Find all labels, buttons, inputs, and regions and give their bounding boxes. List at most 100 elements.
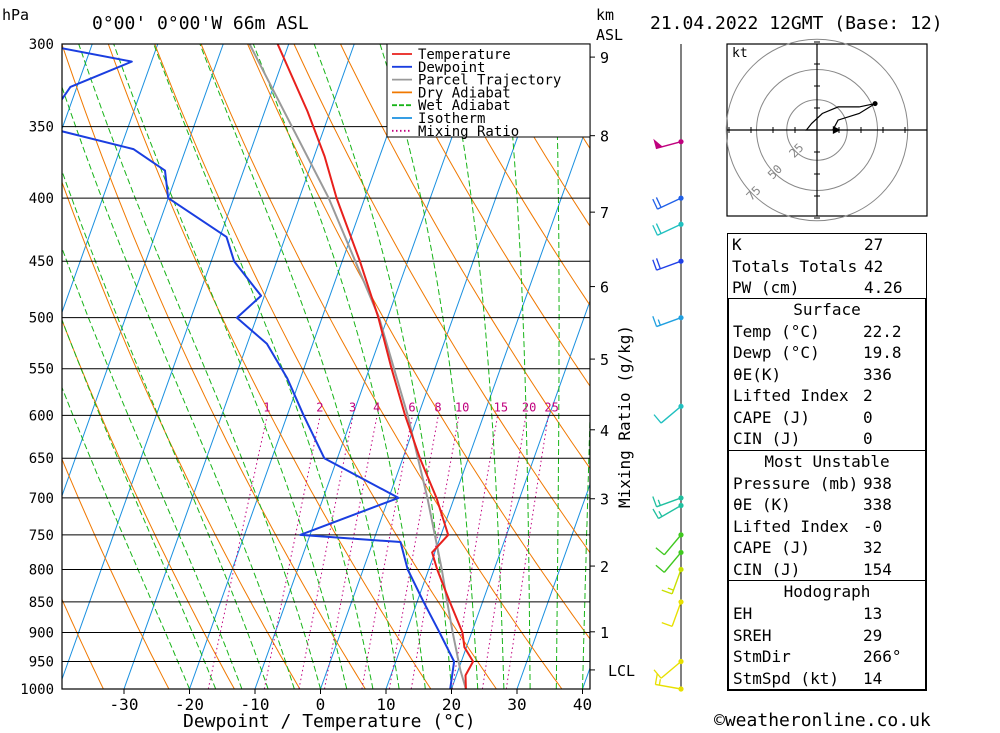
pressure-tick-label: 700 — [29, 491, 54, 507]
wet-adiabat-line — [153, 44, 374, 689]
wind-barb-feather — [655, 197, 662, 208]
x-tick-label: -10 — [241, 695, 270, 714]
km-unit-label: km — [596, 6, 614, 24]
mixing-ratio-label: 15 — [494, 400, 508, 414]
stat-row: CAPE (J) 0 — [729, 407, 925, 429]
legend-label: Wet Adiabat — [418, 98, 511, 114]
hodograph-stats-section: Hodograph EH 13 SREH 29 StmDir 266° StmSpd (kt… — [728, 580, 926, 690]
wind-barb — [654, 673, 684, 692]
wind-barb-half-feather — [657, 319, 661, 326]
wind-barb — [652, 502, 684, 520]
stat-label: CAPE (J) — [733, 407, 811, 427]
km-asl-label: ASL — [596, 26, 623, 44]
x-axis-title: Dewpoint / Temperature (°C) — [183, 711, 476, 732]
isotherm-line — [123, 44, 355, 689]
stat-row: θE (K) 338 — [729, 494, 925, 516]
mixing-ratio-label: 1 — [263, 400, 270, 414]
site-link[interactable]: weatheronline.co.uk — [724, 710, 931, 731]
pressure-tick-label: 650 — [29, 451, 54, 467]
wind-barb-staff — [663, 534, 682, 556]
wind-barb-staff — [660, 405, 682, 424]
stat-label: CIN (J) — [733, 559, 801, 579]
dewpoint-line — [62, 47, 456, 689]
stat-row: Temp (°C) 22.2 — [729, 321, 925, 343]
pressure-tick-label: 550 — [29, 362, 54, 378]
stat-value: 13 — [863, 604, 883, 623]
stat-label: Lifted Index — [733, 386, 849, 405]
wind-barb-half-feather — [658, 679, 662, 686]
isotherm-line — [516, 483, 590, 689]
wind-barb-feather — [652, 259, 658, 271]
dry-adiabat-line — [62, 457, 170, 689]
stat-label: Lifted Index — [733, 516, 849, 536]
wet-adiabat-line — [78, 44, 321, 689]
stat-value: 338 — [863, 495, 892, 514]
wind-barb-half-feather — [658, 510, 663, 517]
hodograph-unit-label: kt — [732, 46, 748, 61]
stat-label: θE(K) — [733, 364, 782, 384]
mixing-ratio-line — [481, 415, 527, 689]
stat-row: Lifted Index -0 — [729, 516, 925, 538]
x-tick-label: 30 — [507, 695, 526, 714]
wet-adiabat-line — [444, 44, 505, 689]
wind-barb-feather — [653, 669, 662, 679]
pressure-tick-label: 400 — [29, 191, 54, 207]
mixing-ratio-line — [505, 415, 549, 689]
mixing-ratio-label: 10 — [455, 400, 469, 414]
stat-value: -0 — [863, 516, 883, 536]
surface-section: Surface Temp (°C) 22.2 Dewp (°C) 19.8 θE(K) 3… — [728, 297, 926, 451]
wind-barb — [653, 403, 684, 424]
dry-adiabat-line — [340, 44, 590, 470]
wind-barb-feather — [652, 496, 658, 508]
wind-barb-feather — [652, 508, 660, 519]
wind-barb — [661, 599, 684, 627]
mixing-ratio-label: 4 — [373, 400, 380, 414]
wind-barb-staff — [657, 223, 682, 236]
footer-credit[interactable]: ©weatheronline.co.uk — [714, 710, 931, 731]
stat-value: 14 — [863, 668, 883, 688]
stat-row: Pressure (mb) 938 — [729, 473, 925, 495]
isotherm-line — [62, 44, 290, 681]
stat-value: 42 — [864, 256, 884, 276]
wind-barb-feather — [661, 589, 673, 595]
surface-title: Surface — [793, 299, 861, 319]
wet-adiabat-line — [503, 44, 531, 689]
stat-value: 22.2 — [863, 321, 902, 341]
hodograph-trace — [805, 103, 876, 131]
legend-label: Dewpoint — [418, 60, 485, 76]
wet-adiabat-line — [252, 44, 426, 689]
mixing-ratio-axis-title: Mixing Ratio (g/kg) — [615, 325, 634, 508]
dry-adiabat-line — [62, 598, 104, 689]
stat-value: 29 — [863, 625, 883, 645]
km-tick-label: 5 — [600, 351, 609, 369]
wet-adiabat-line — [62, 169, 269, 689]
stat-value: 4.26 — [864, 278, 903, 297]
stat-label: EH — [733, 604, 753, 623]
stat-row: SREH 29 — [729, 625, 925, 647]
stat-value: 27 — [864, 235, 884, 254]
wind-barb — [652, 315, 684, 328]
isotherm-line — [385, 116, 590, 689]
stats-panel: K 27 Totals Totals 42 PW (cm) 4.26 Surface Te… — [727, 233, 927, 691]
mixing-ratio-line — [451, 415, 499, 689]
x-tick-label: 40 — [573, 695, 592, 714]
stat-row: Dewp (°C) 19.8 — [729, 342, 925, 364]
dry-adiabat-line — [479, 44, 590, 228]
most-unstable-section: Most Unstable Pressure (mb) 938 θE (K) 338 L… — [728, 449, 926, 581]
wind-barb-staff — [655, 683, 682, 690]
isotherm-line — [320, 44, 552, 689]
chart-axes: 1 2 3 4 6 8 10 15 20 2530035040045050055060065070… — [20, 37, 635, 714]
isotherm-line — [189, 44, 421, 689]
km-tick-label: 3 — [600, 491, 609, 509]
isotherm-line — [62, 44, 159, 314]
mixing-ratio-label: 3 — [349, 400, 356, 414]
stat-row: CIN (J) 154 — [729, 559, 925, 581]
stat-value: 2 — [863, 386, 873, 405]
wet-adiabat-line — [313, 44, 452, 689]
wind-barb-feather — [654, 673, 658, 685]
wind-barb-staff — [663, 551, 682, 573]
pressure-tick-label: 300 — [29, 37, 54, 53]
wind-barb — [655, 549, 684, 573]
pressure-tick-label: 800 — [29, 562, 54, 578]
x-tick-label: 10 — [376, 695, 395, 714]
